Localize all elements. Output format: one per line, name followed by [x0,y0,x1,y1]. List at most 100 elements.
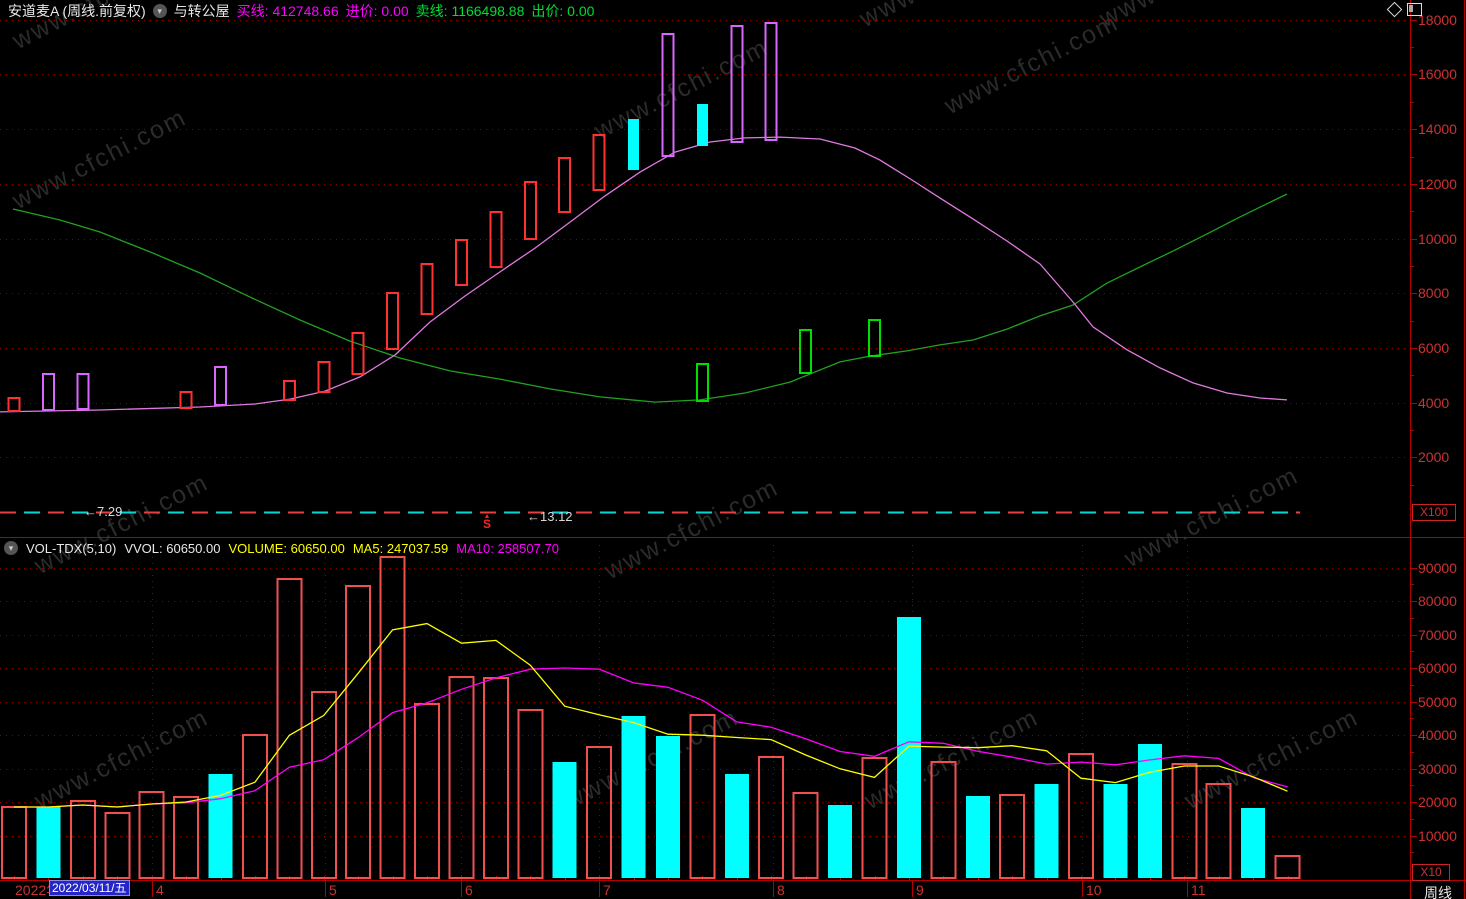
axis-tick-label: 60000 [1418,660,1457,676]
axis-tick-label: 10000 [1418,230,1457,247]
ma10-value: 258507.70 [497,540,559,556]
volume-bar [517,708,544,880]
ma5-label: MA5: [352,540,384,556]
up-triangle-icon: ▲ [483,513,491,520]
axis-tick-label: 90000 [1418,559,1457,576]
volume-value: 60650.00 [290,540,345,556]
volume-bar [310,691,337,879]
volume-bar [138,791,165,879]
volume-bar [1137,744,1162,878]
volume-bar [930,761,957,879]
restore-window-icon[interactable] [1407,3,1422,16]
diamond-icon[interactable] [1386,1,1403,18]
axis-tick-label: 4 [156,882,164,898]
candle [730,25,744,144]
volume-bar [1034,783,1059,878]
sell-signal-marker: ▲ S [480,513,494,530]
volume-bar [276,577,303,880]
volume-bar [552,762,577,878]
candle [696,104,708,146]
volume-bar [999,794,1026,879]
candle [764,22,778,142]
volume-bar [724,773,749,878]
candle [420,263,434,315]
volume-bar [861,757,888,879]
volume-bar [758,756,785,879]
volume-bar [379,556,406,879]
candle [523,180,537,241]
volume-bar [69,800,96,879]
axis-tick-label: 5 [329,882,337,898]
exit-price-label: 出价: [531,3,564,19]
chevron-down-icon[interactable]: ▾ [4,541,18,555]
volume-bar [414,702,440,879]
candle [489,211,503,268]
ma5-value: 247037.59 [386,540,449,556]
volume-bar [792,792,819,879]
price-axis-unit-box[interactable]: X100 [1412,504,1456,521]
candle [351,331,365,375]
volume-axis-unit-box[interactable]: X10 [1412,864,1450,881]
axis-tick-label: 30000 [1418,760,1457,777]
zero-line-left-price-label: ←7.29 [84,504,123,519]
axis-tick-label: 6000 [1418,339,1450,356]
axis-tick-label: 9 [916,882,924,898]
selected-date-chip[interactable]: 2022/03/11/五 [49,880,130,896]
axis-tick-label: 4000 [1418,394,1450,411]
sell-line-label: 卖线: [415,3,448,19]
volume-bar [241,734,268,879]
volume-bar [173,796,200,879]
volume-bar [586,746,613,879]
candle [628,119,640,170]
exit-price-value: 0.00 [567,3,595,19]
volume-bar [482,677,509,879]
candle [558,156,572,213]
buy-line-value: 412748.66 [272,3,339,19]
candle [41,372,55,411]
volume-bar [1274,854,1301,880]
candle [76,372,90,410]
window-controls [1386,1,1422,18]
axis-tick-label: 14000 [1418,121,1457,138]
volume-bar [36,807,61,878]
sell-line-value: 1166498.88 [451,3,525,19]
volume-indicator-name[interactable]: VOL-TDX(5,10) [26,540,117,556]
volume-label: VOLUME: [228,540,287,556]
volume-bar [828,805,853,878]
chevron-down-icon[interactable]: ▾ [152,4,167,18]
overlay-indicator-name: 与转公屋 [173,3,230,19]
axis-tick-label: 12000 [1418,175,1457,192]
axis-tick-label: 10000 [1418,827,1457,844]
axis-tick-label: 6 [465,882,473,898]
volume-bar [1205,782,1232,880]
volume-bar [621,715,646,878]
axis-tick-label: 50000 [1418,693,1457,710]
volume-bar [965,796,990,878]
vvol-label: VVOL: [124,540,163,556]
volume-bar [1068,753,1094,879]
volume-bar [448,676,475,879]
axis-tick-label: 7 [603,882,611,898]
axis-tick-label: 11 [1191,882,1206,898]
axis-tick-label: 8 [777,882,785,898]
axis-tick-label: 40000 [1418,727,1457,743]
axis-tick-label: 18000 [1418,11,1457,28]
vvol-value: 60650.00 [166,540,221,556]
candle [179,391,193,410]
volume-bar [896,617,921,878]
stock-title: 安道麦A (周线.前复权) [8,3,146,19]
ma10-label: MA10: [456,540,494,556]
period-label[interactable]: 周线 [1424,885,1452,899]
volume-bar [208,773,233,878]
candle [661,33,675,157]
axis-tick-label: 10 [1086,882,1102,898]
axis-tick-label: 8000 [1418,285,1450,302]
volume-bar [1103,783,1128,878]
chart-header-bar: 安道麦A (周线.前复权) ▾ 与转公屋 买线: 412748.66 进价: 0… [8,2,594,20]
volume-bar [104,812,131,879]
candle [317,360,331,393]
candle [868,319,881,357]
axis-tick-label: 2000 [1418,449,1450,466]
